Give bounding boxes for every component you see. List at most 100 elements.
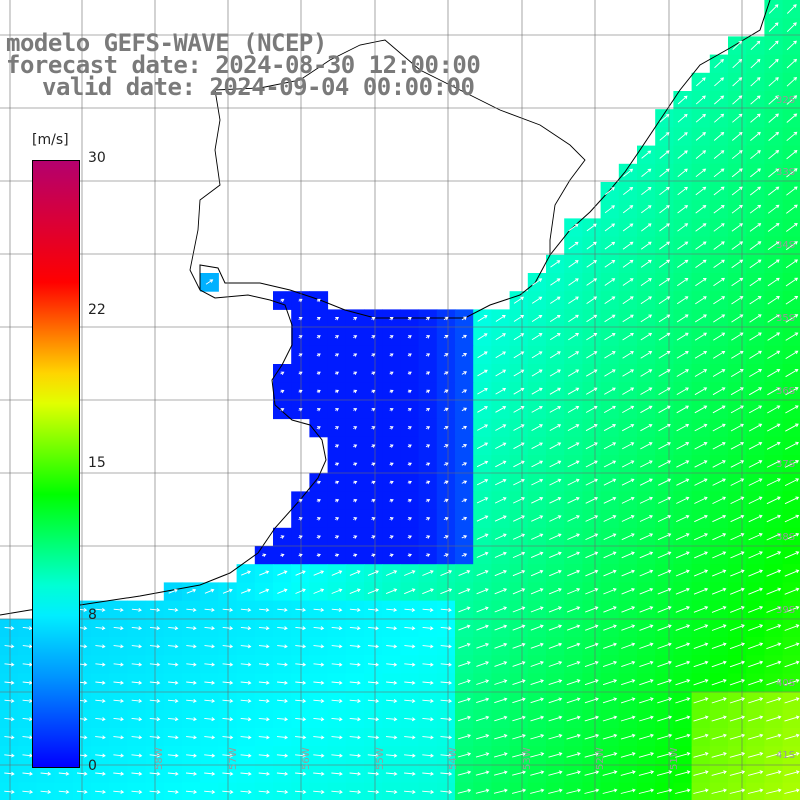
wind-arrow	[440, 717, 453, 722]
wind-arrow	[768, 186, 780, 196]
wind-arrow	[603, 405, 616, 413]
wind-arrow	[548, 733, 563, 740]
wind-arrow	[95, 698, 106, 703]
wind-arrow	[766, 733, 782, 740]
wind-arrow	[568, 333, 580, 341]
wind-arrow	[784, 678, 800, 686]
wind-arrow	[168, 588, 178, 594]
wind-arrow	[785, 332, 799, 341]
wind-arrow	[186, 644, 197, 649]
wind-arrow	[567, 424, 580, 431]
wind-arrow	[675, 788, 691, 794]
wind-arrow	[695, 113, 706, 123]
wind-arrow	[440, 699, 453, 703]
wind-arrow	[711, 624, 727, 631]
wind-arrow	[604, 387, 616, 395]
wind-arrow	[334, 444, 340, 448]
wind-arrow	[461, 425, 468, 430]
wind-arrow	[786, 113, 798, 123]
wind-arrow	[404, 735, 416, 740]
wind-arrow	[258, 790, 270, 794]
wind-arrow	[277, 644, 288, 649]
wind-speed-cell	[782, 782, 800, 800]
wind-arrow	[732, 95, 743, 105]
wind-arrow	[531, 442, 543, 450]
wind-arrow	[186, 607, 197, 612]
lon-label-54w: 54W	[448, 747, 459, 770]
wind-arrow	[766, 441, 781, 450]
wind-arrow	[513, 387, 525, 395]
wind-arrow	[768, 22, 779, 32]
wind-arrow	[530, 697, 544, 704]
wind-arrow	[767, 204, 780, 214]
wind-arrow	[494, 642, 508, 649]
colorbar-tick-0: 0	[88, 758, 97, 774]
wind-arrow	[371, 353, 376, 357]
wind-arrow	[549, 314, 561, 322]
wind-arrow	[784, 715, 800, 722]
wind-arrow	[714, 77, 725, 87]
wind-arrow	[168, 680, 179, 685]
wind-arrow	[695, 168, 707, 178]
wind-arrow	[766, 697, 782, 704]
wind-arrow	[786, 4, 797, 14]
wind-arrow	[353, 535, 358, 539]
wind-arrow	[731, 168, 743, 178]
wind-arrow	[113, 717, 124, 722]
wind-arrow	[786, 40, 797, 51]
wind-arrow	[443, 462, 449, 466]
wind-arrow	[513, 406, 525, 413]
wind-arrow	[604, 351, 616, 359]
wind-arrow	[714, 95, 725, 105]
wind-arrow	[748, 551, 763, 559]
wind-arrow	[784, 569, 800, 577]
wind-arrow	[495, 351, 507, 359]
wind-arrow	[316, 371, 321, 376]
wind-arrow	[731, 186, 743, 196]
wind-arrow	[784, 733, 800, 740]
wind-arrow	[113, 607, 124, 612]
wind-arrow	[495, 460, 507, 468]
wind-arrow	[621, 642, 636, 649]
wind-arrow	[732, 113, 743, 123]
wind-arrow	[767, 259, 780, 269]
wind-arrow	[639, 533, 654, 541]
wind-arrow	[584, 715, 600, 722]
wind-arrow	[622, 259, 634, 268]
wind-arrow	[477, 351, 488, 359]
wind-arrow	[677, 223, 689, 232]
wind-arrow	[443, 353, 449, 357]
wind-arrow	[295, 680, 307, 685]
wind-arrow	[748, 423, 763, 432]
wind-arrow	[331, 680, 343, 685]
wind-arrow	[531, 314, 543, 322]
wind-arrow	[425, 335, 431, 339]
wind-arrow	[477, 406, 488, 413]
wind-arrow	[513, 442, 525, 450]
wind-arrow	[258, 680, 270, 685]
wind-arrow	[531, 351, 543, 359]
wind-arrow	[494, 661, 508, 667]
wind-arrow	[659, 223, 670, 232]
wind-arrow	[748, 605, 764, 613]
wind-arrow	[604, 314, 616, 323]
wind-arrow	[676, 369, 689, 377]
wind-arrow	[566, 715, 581, 722]
wind-arrow	[568, 260, 579, 268]
wind-arrow	[711, 788, 728, 794]
wind-arrow	[440, 771, 453, 776]
wind-arrow	[461, 462, 468, 466]
wind-arrow	[385, 771, 398, 776]
wind-arrow	[457, 697, 471, 704]
wind-arrow	[258, 644, 270, 649]
wind-arrow	[204, 698, 216, 703]
wind-arrow	[316, 553, 321, 558]
wind-arrow	[298, 335, 303, 339]
wind-arrow	[513, 315, 525, 322]
wind-arrow	[658, 259, 671, 268]
wind-arrow	[240, 607, 252, 612]
wind-arrow	[458, 588, 471, 595]
wind-arrow	[603, 606, 617, 613]
wind-arrow	[747, 788, 764, 794]
wind-arrow	[712, 369, 726, 377]
